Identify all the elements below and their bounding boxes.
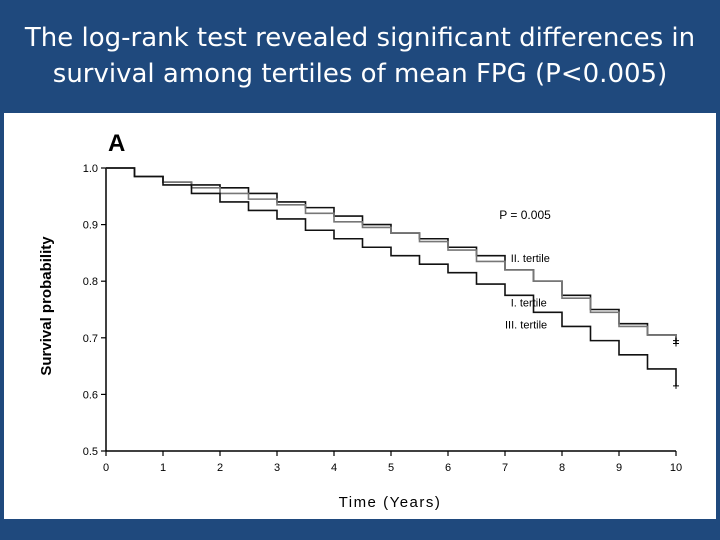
panel-label: A	[108, 130, 125, 157]
series-line-iii-tertile	[106, 167, 677, 386]
y-tick-label: 0.6	[83, 389, 98, 401]
y-tick-label: 0.5	[83, 446, 98, 458]
y-tick-label: 1.0	[83, 163, 98, 175]
slide-title-line-1: The log-rank test revealed significant d…	[24, 23, 696, 53]
p-value-annotation: P = 0.005	[499, 208, 551, 222]
slide-title: The log-rank test revealed significant d…	[0, 20, 720, 92]
y-tick-label: 0.7	[83, 333, 98, 345]
x-tick-label: 6	[445, 462, 451, 474]
series-labels: II. tertile I. tertile III. tertile	[505, 253, 550, 332]
series-layer	[106, 167, 679, 389]
series-label: III. tertile	[505, 320, 547, 332]
y-tick-label: 0.8	[83, 276, 98, 288]
x-tick-label: 8	[559, 462, 565, 474]
slide-title-line-2: survival among tertiles of mean FPG (P<0…	[52, 59, 668, 89]
axes: 0 1 2 3 4 5 6 7 8 9 10 0.5 0.6 0.7 0.8 0.9 1.0	[83, 163, 682, 474]
x-tick-label: 7	[502, 462, 508, 474]
series-line-i-tertile	[106, 167, 677, 341]
x-tick-label: 0	[103, 462, 109, 474]
x-axis-label: Time (Years)	[339, 494, 442, 511]
x-tick-label: 2	[217, 462, 223, 474]
censor-mark	[673, 382, 679, 389]
x-tick-label: 4	[331, 462, 337, 474]
x-tick-label: 5	[388, 462, 394, 474]
x-tick-label: 10	[670, 462, 682, 474]
censor-mark	[673, 337, 679, 344]
y-axis-label: Survival probability	[38, 236, 55, 376]
x-tick-label: 9	[616, 462, 622, 474]
figure-panel: A Survival probability Time (Years) P = …	[4, 113, 716, 519]
y-tick-label: 0.9	[83, 220, 98, 232]
x-tick-label: 1	[160, 462, 166, 474]
x-tick-label: 3	[274, 462, 280, 474]
kaplan-meier-chart: A Survival probability Time (Years) P = …	[38, 130, 682, 511]
series-label: I. tertile	[511, 298, 547, 310]
series-label: II. tertile	[511, 253, 550, 265]
